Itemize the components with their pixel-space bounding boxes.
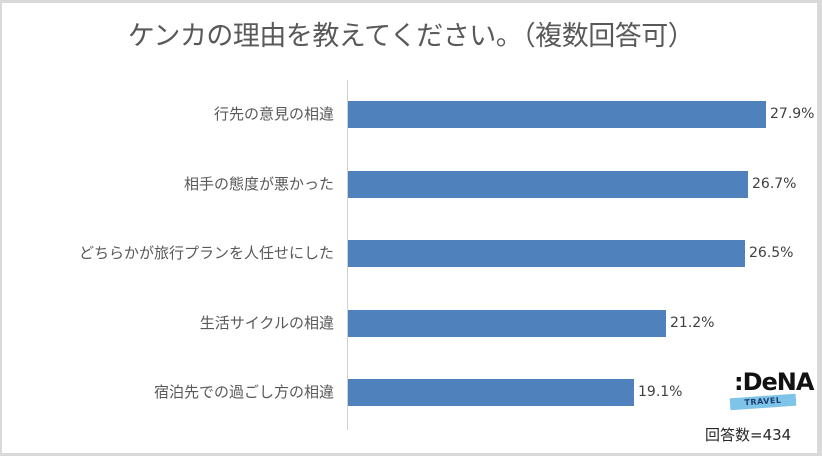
sample-size-label: 回答数=434 [705,426,792,444]
chart-frame [2,3,817,453]
category-label: 生活サイクルの相違 [199,314,334,332]
value-label: 26.7% [752,176,797,192]
chart-title: ケンカの理由を教えてください。（複数回答可） [127,21,695,52]
bar [348,379,634,406]
category-label: 行先の意見の相違 [213,105,334,123]
bar-row: 宿泊先での過ごし方の相違 19.1% [0,379,822,406]
bar [348,240,745,267]
value-label: 27.9% [770,106,815,122]
bar [348,171,748,198]
category-label: どちらかが旅行プランを人任せにした [78,244,334,262]
bar-row: 生活サイクルの相違 21.2% [0,310,822,337]
value-label: 19.1% [638,384,683,400]
value-label: 26.5% [749,245,794,261]
value-label: 21.2% [670,315,715,331]
logo-band: TRAVEL [729,393,797,411]
bar-row: 相手の態度が悪かった 26.7% [0,171,822,198]
bar-row: どちらかが旅行プランを人任せにした 26.5% [0,240,822,267]
logo-main-text: :DeNA [734,368,814,396]
category-axis [347,80,348,430]
bar-row: 行先の意見の相違 27.9% [0,101,822,128]
bar [348,101,766,128]
category-label: 相手の態度が悪かった [183,175,334,193]
category-label: 宿泊先での過ごし方の相違 [153,383,334,401]
logo-sub-text: TRAVEL [744,395,782,408]
bar [348,310,666,337]
dena-travel-logo: :DeNA TRAVEL [728,368,814,420]
